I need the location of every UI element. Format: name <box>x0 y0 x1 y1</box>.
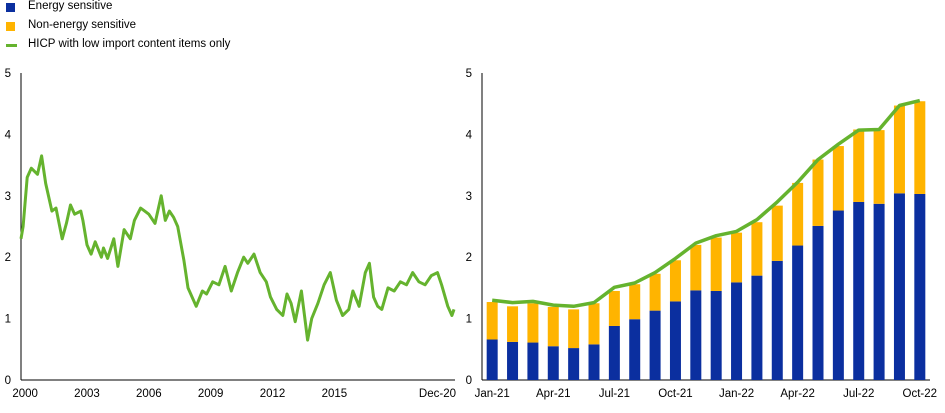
left-x-tick-label: 2009 <box>198 388 224 400</box>
bar-non-energy-sensitive <box>588 303 600 345</box>
right-y-tick-label: 2 <box>466 252 472 264</box>
bar-energy-sensitive <box>853 201 865 380</box>
bar-non-energy-sensitive <box>812 159 824 226</box>
legend-label-non-energy: Non-energy sensitive <box>28 19 137 31</box>
legend-label-energy: Energy sensitive <box>28 0 113 12</box>
legend-swatch-non-energy <box>6 22 15 31</box>
right-x-tick-label: Jul-21 <box>599 388 630 400</box>
left-x-tick-label: Dec-20 <box>419 388 456 400</box>
bar-energy-sensitive <box>486 339 498 380</box>
left-y-tick-label: 4 <box>5 129 12 141</box>
bar-energy-sensitive <box>873 203 885 380</box>
right-y-tick-label: 3 <box>466 191 472 203</box>
bar-non-energy-sensitive <box>873 130 885 204</box>
right-x-tick-label: Jan-22 <box>719 388 754 400</box>
left-y-tick-label: 2 <box>5 252 11 264</box>
bar-energy-sensitive <box>690 290 702 380</box>
right-x-tick-label: Oct-21 <box>658 388 693 400</box>
left-x-tick-label: 2003 <box>74 388 100 400</box>
left-y-tick-label: 5 <box>5 68 11 80</box>
left-x-tick-label: 2000 <box>12 388 38 400</box>
bar-energy-sensitive <box>547 346 559 380</box>
left-y-tick-label: 0 <box>5 375 11 387</box>
bar-non-energy-sensitive <box>507 306 519 342</box>
right-stacked-bar-chart: 0 1 2 3 4 5 Jan-21 Apr-21 Jul-21 Oct-21 Jan-22 Apr-… <box>466 68 937 400</box>
right-y-tick-label: 4 <box>466 129 473 141</box>
bar-non-energy-sensitive <box>690 244 702 291</box>
right-x-tick-label: Apr-22 <box>780 388 815 400</box>
left-x-tick-label: 2012 <box>260 388 286 400</box>
legend-label-hicp: HICP with low import content items only <box>28 38 231 50</box>
bar-non-energy-sensitive <box>527 303 539 343</box>
left-y-tick-label: 1 <box>5 314 11 326</box>
bar-energy-sensitive <box>608 325 620 380</box>
bar-non-energy-sensitive <box>568 309 580 349</box>
bar-non-energy-sensitive <box>547 306 559 347</box>
bar-energy-sensitive <box>710 290 722 380</box>
bar-energy-sensitive <box>792 245 804 380</box>
bar-energy-sensitive <box>507 341 519 380</box>
legend-swatch-energy <box>6 3 15 12</box>
bar-non-energy-sensitive <box>710 237 722 291</box>
bar-non-energy-sensitive <box>853 129 865 202</box>
bar-energy-sensitive <box>812 225 824 380</box>
left-y-tick-label: 3 <box>5 191 11 203</box>
legend-swatch-hicp <box>6 44 17 47</box>
bar-non-energy-sensitive <box>771 205 783 261</box>
bar-energy-sensitive <box>669 301 681 380</box>
bar-energy-sensitive <box>893 193 905 380</box>
bar-non-energy-sensitive <box>486 302 498 340</box>
bar-energy-sensitive <box>629 319 641 380</box>
bar-non-energy-sensitive <box>832 146 844 211</box>
bar-non-energy-sensitive <box>608 290 620 326</box>
right-y-tick-label: 0 <box>466 375 472 387</box>
hicp-line-right <box>491 98 921 309</box>
right-x-tick-label: Apr-21 <box>536 388 571 400</box>
bar-non-energy-sensitive <box>629 284 641 320</box>
right-y-tick-label: 1 <box>466 314 472 326</box>
hicp-line <box>19 154 456 342</box>
bar-energy-sensitive <box>527 342 539 380</box>
left-x-tick-label: 2006 <box>136 388 162 400</box>
left-x-tick-label: 2015 <box>322 388 348 400</box>
right-x-tick-label: Oct-22 <box>903 388 938 400</box>
bar-energy-sensitive <box>832 210 844 380</box>
bar-non-energy-sensitive <box>751 222 763 276</box>
bar-non-energy-sensitive <box>649 273 661 311</box>
bar-energy-sensitive <box>649 310 661 380</box>
right-x-tick-label: Jul-22 <box>843 388 874 400</box>
bar-non-energy-sensitive <box>792 182 804 246</box>
right-y-tick-label: 5 <box>466 68 472 80</box>
bar-energy-sensitive <box>771 260 783 380</box>
bar-energy-sensitive <box>751 275 763 380</box>
bar-non-energy-sensitive <box>669 260 681 302</box>
right-x-tick-label: Jan-21 <box>475 388 510 400</box>
bar-energy-sensitive <box>914 193 926 380</box>
bar-non-energy-sensitive <box>893 105 905 194</box>
bar-energy-sensitive <box>568 348 580 380</box>
bar-energy-sensitive <box>588 344 600 380</box>
bar-non-energy-sensitive <box>731 232 743 283</box>
bar-energy-sensitive <box>731 282 743 380</box>
left-line-chart: 0 1 2 3 4 5 2000 2003 2006 2009 2012 2015 Dec-20 <box>5 68 456 400</box>
bar-non-energy-sensitive <box>914 101 926 194</box>
